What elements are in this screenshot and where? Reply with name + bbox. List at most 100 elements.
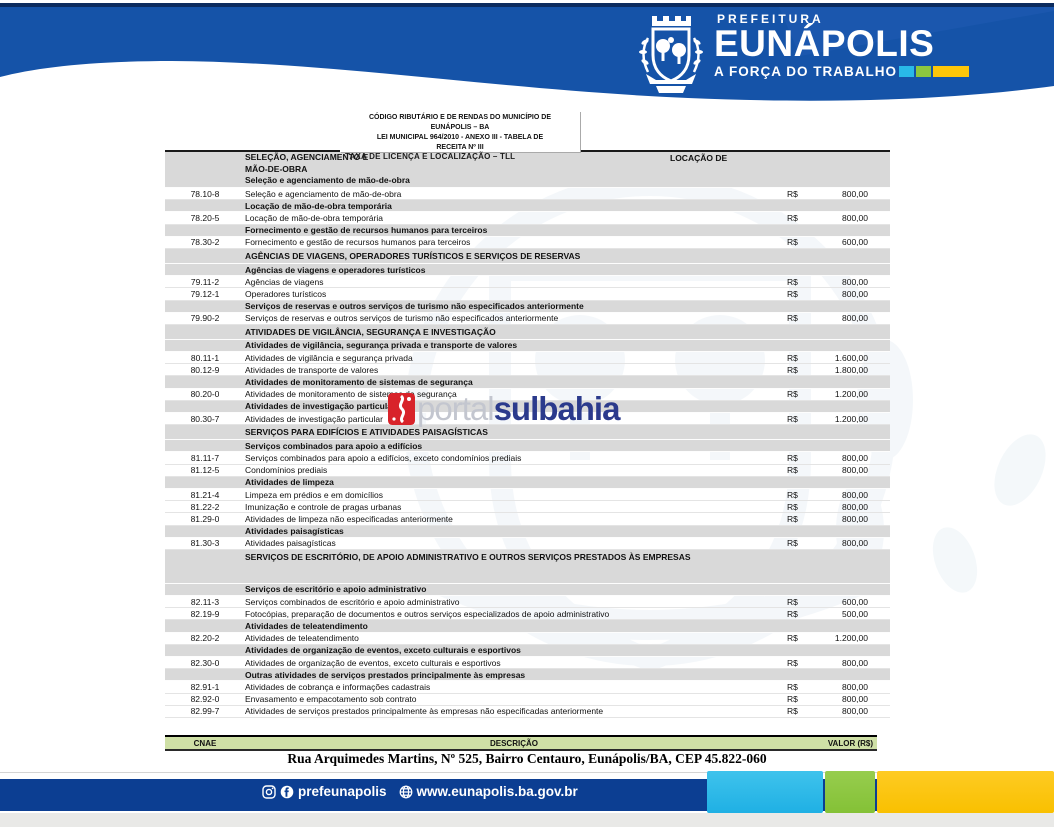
currency-label: R$ — [787, 538, 798, 549]
table-row: 80.20-0 Atividades de monitoramento de si… — [165, 389, 890, 401]
currency-label: R$ — [787, 465, 798, 476]
title-line-3: LEI MUNICIPAL 964/2010 - ANEXO III - TAB… — [376, 134, 544, 141]
logo-prefeitura-label: PREFEITURA — [717, 12, 824, 26]
column-header-descricao: DESCRIÇÃO — [489, 738, 538, 748]
table-row: 82.99-7 Atividades de serviços prestados … — [165, 706, 890, 718]
table-group-row: Atividades de monitoramento de sistemas … — [165, 376, 890, 389]
footer-yellow-block — [877, 771, 1054, 813]
table-subtitle-tll: TAXA DE LICENÇA E LOCALIZAÇÃO – TLL — [345, 152, 516, 161]
table-row: 82.11-3 Serviços combinados de escritório… — [165, 596, 890, 609]
cnae-code: 81.22-2 — [190, 501, 220, 512]
currency-label: R$ — [787, 489, 798, 500]
row-value: 800,00 — [842, 513, 868, 524]
row-value: 800,00 — [842, 489, 868, 500]
table-row: 81.29-0 Atividades de limpeza não especif… — [165, 513, 890, 526]
group-label: Atividades de monitoramento de sistemas … — [245, 377, 473, 388]
slogan-yellow-square — [932, 66, 969, 77]
group-label: Atividades de organização de eventos, ex… — [245, 645, 521, 656]
title-line-4: RECEITA Nº III — [436, 144, 484, 151]
cnae-code: 82.92-0 — [190, 694, 220, 705]
row-value: 800,00 — [842, 212, 868, 223]
row-description: Atividades de teleatendimento — [245, 633, 359, 644]
row-value: 1.800,00 — [834, 364, 868, 375]
row-description: Fornecimento e gestão de recursos humano… — [245, 237, 471, 248]
cnae-code: 82.20-2 — [190, 633, 220, 644]
group-label-right: LOCAÇÃO DE — [670, 153, 728, 163]
row-value: 800,00 — [842, 538, 868, 549]
table-group-row: SERVIÇOS PARA EDIFÍCIOS E ATIVIDADES PAI… — [165, 425, 890, 441]
logo-city-name: EUNÁPOLIS — [714, 23, 935, 64]
group-label: AGÊNCIAS DE VIAGENS, OPERADORES TURÍSTIC… — [245, 250, 581, 261]
watermark-portal-text: portal — [417, 390, 495, 427]
row-value: 500,00 — [842, 608, 868, 619]
currency-label: R$ — [787, 313, 798, 324]
row-value: 800,00 — [842, 657, 868, 668]
cnae-code: 79.11-2 — [190, 276, 220, 287]
table-group-row: Serviços de escritório e apoio administr… — [165, 583, 890, 597]
group-label: Atividades paisagísticas — [245, 526, 344, 537]
row-value: 600,00 — [842, 596, 868, 607]
group-label: SERVIÇOS PARA EDIFÍCIOS E ATIVIDADES PAI… — [245, 427, 488, 438]
cnae-code: 82.11-3 — [190, 596, 220, 607]
table-row: 81.22-2 Imunização e controle de pragas u… — [165, 501, 890, 514]
row-description: Atividades de transporte de valores — [245, 364, 379, 375]
row-description: Atividades de serviços prestados princip… — [245, 706, 604, 717]
table-row: 82.20-2 Atividades de teleatendimento R$ 1.… — [165, 633, 890, 645]
portalsulbahia-watermark: portal sulbahia — [388, 390, 621, 427]
group-label: Atividades de vigilância, segurança priv… — [245, 340, 518, 351]
table-group-row: Agências de viagens e operadores turísti… — [165, 263, 890, 277]
row-value: 600,00 — [842, 237, 868, 248]
currency-label: R$ — [787, 212, 798, 223]
table-group-row: SERVIÇOS DE ESCRITÓRIO, DE APOIO ADMINIS… — [165, 549, 890, 584]
row-value: 800,00 — [842, 276, 868, 287]
group-label-line3: Seleção e agenciamento de mão-de-obra — [245, 175, 410, 185]
row-description: Atividades de organização de eventos, ex… — [245, 657, 501, 668]
cnae-code: 82.99-7 — [190, 706, 220, 717]
table-group-row: Atividades de limpeza — [165, 476, 890, 489]
table-row: 81.30-3 Atividades paisagísticas R$ 800,00 — [165, 538, 890, 550]
currency-label: R$ — [787, 694, 798, 705]
prefeitura-logo: PREFEITURA EUNÁPOLIS A FORÇA DO TRABALHO — [638, 12, 969, 98]
row-value: 800,00 — [842, 706, 868, 717]
cnae-code: 81.29-0 — [190, 513, 220, 524]
currency-label: R$ — [787, 364, 798, 375]
cnae-code: 78.30-2 — [190, 237, 220, 248]
currency-label: R$ — [787, 633, 798, 644]
table-group-row: Serviços de reservas e outros serviços d… — [165, 300, 890, 313]
globe-icon — [399, 785, 413, 799]
row-description: Envasamento e empacotamento sob contrato — [245, 694, 417, 705]
currency-label: R$ — [787, 237, 798, 248]
row-description: Seleção e agenciamento de mão-de-obra — [245, 188, 402, 199]
table-row: 81.11-7 Serviços combinados para apoio a … — [165, 452, 890, 465]
document-title-box: CÓDIGO RIBUTÁRIO E DE RENDAS DO MUNICÍPI… — [340, 111, 580, 152]
table-group-row: Locação de mão-de-obra temporária — [165, 200, 890, 213]
table-row: 81.21-4 Limpeza em prédios e em domicílio… — [165, 489, 890, 502]
cnae-code: 80.30-7 — [190, 413, 220, 424]
cnae-code: 80.20-0 — [190, 389, 220, 400]
table-group-row: Atividades paisagísticas — [165, 525, 890, 538]
footer-green-block — [825, 771, 875, 813]
slogan-cyan-square — [898, 66, 914, 77]
footer-social-row: prefeunapolis www.eunapolis.ba.gov.br — [262, 784, 578, 799]
table-group-row: Atividades de vigilância, segurança priv… — [165, 339, 890, 353]
row-description: Limpeza em prédios e em domicílios — [245, 489, 383, 500]
table-row: 82.19-9 Fotocópias, preparação de documen… — [165, 608, 890, 621]
page-bottom-strip — [0, 813, 1054, 827]
footer-divider — [0, 772, 1054, 773]
cnae-code: 81.11-7 — [190, 452, 220, 463]
group-label: Atividades de investigação particular — [245, 401, 396, 412]
cnae-code: 82.91-1 — [190, 681, 220, 692]
currency-label: R$ — [787, 389, 798, 400]
table-first-group-row: SELEÇÃO, AGENCIAMENTO E LOCAÇÃO DE MÃO-D… — [165, 152, 890, 188]
leaf-decoration — [932, 434, 1046, 593]
currency-label: R$ — [787, 352, 798, 363]
row-value: 800,00 — [842, 313, 868, 324]
table-row: 80.11-1 Atividades de vigilância e segura… — [165, 352, 890, 365]
currency-label: R$ — [787, 188, 798, 199]
currency-label: R$ — [787, 276, 798, 287]
group-label: Serviços combinados para apoio a edifíci… — [245, 440, 423, 451]
cnae-code: 80.11-1 — [190, 352, 220, 363]
table-row: 81.12-5 Condomínios prediais R$ 800,00 — [165, 465, 890, 477]
column-header-valor: VALOR (R$) — [827, 738, 873, 748]
watermark-sulbahia-text: sulbahia — [493, 390, 621, 427]
